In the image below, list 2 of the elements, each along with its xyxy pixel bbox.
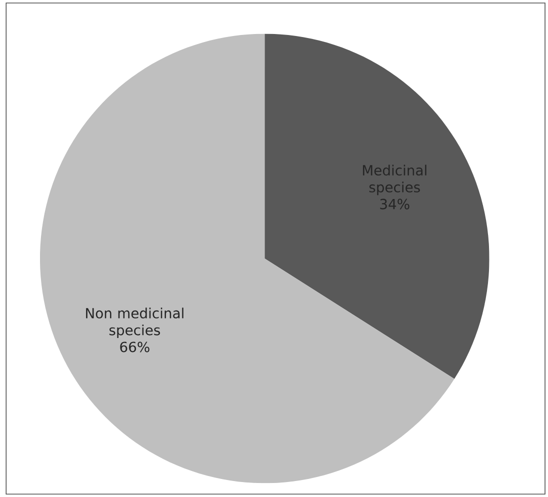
- slice-label: Non medicinal species: [86, 308, 184, 338]
- data-label: 66%: [120, 342, 150, 352]
